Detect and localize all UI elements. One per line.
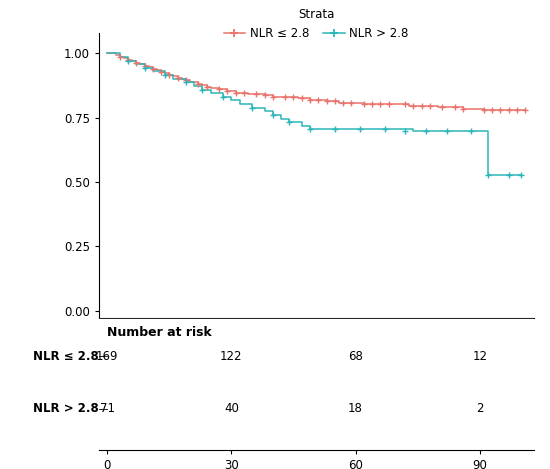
Text: 12: 12 xyxy=(472,349,487,363)
Text: NLR ≤ 2.8: NLR ≤ 2.8 xyxy=(33,349,99,363)
Text: 122: 122 xyxy=(220,349,243,363)
Text: 40: 40 xyxy=(224,402,239,416)
Text: 71: 71 xyxy=(100,402,115,416)
Text: 169: 169 xyxy=(96,349,119,363)
Text: 18: 18 xyxy=(348,402,363,416)
Text: 2: 2 xyxy=(476,402,483,416)
Text: 68: 68 xyxy=(348,349,363,363)
Text: NLR > 2.8: NLR > 2.8 xyxy=(33,402,99,416)
Text: Number at risk: Number at risk xyxy=(107,326,212,339)
Legend: NLR ≤ 2.8, NLR > 2.8: NLR ≤ 2.8, NLR > 2.8 xyxy=(222,6,411,43)
